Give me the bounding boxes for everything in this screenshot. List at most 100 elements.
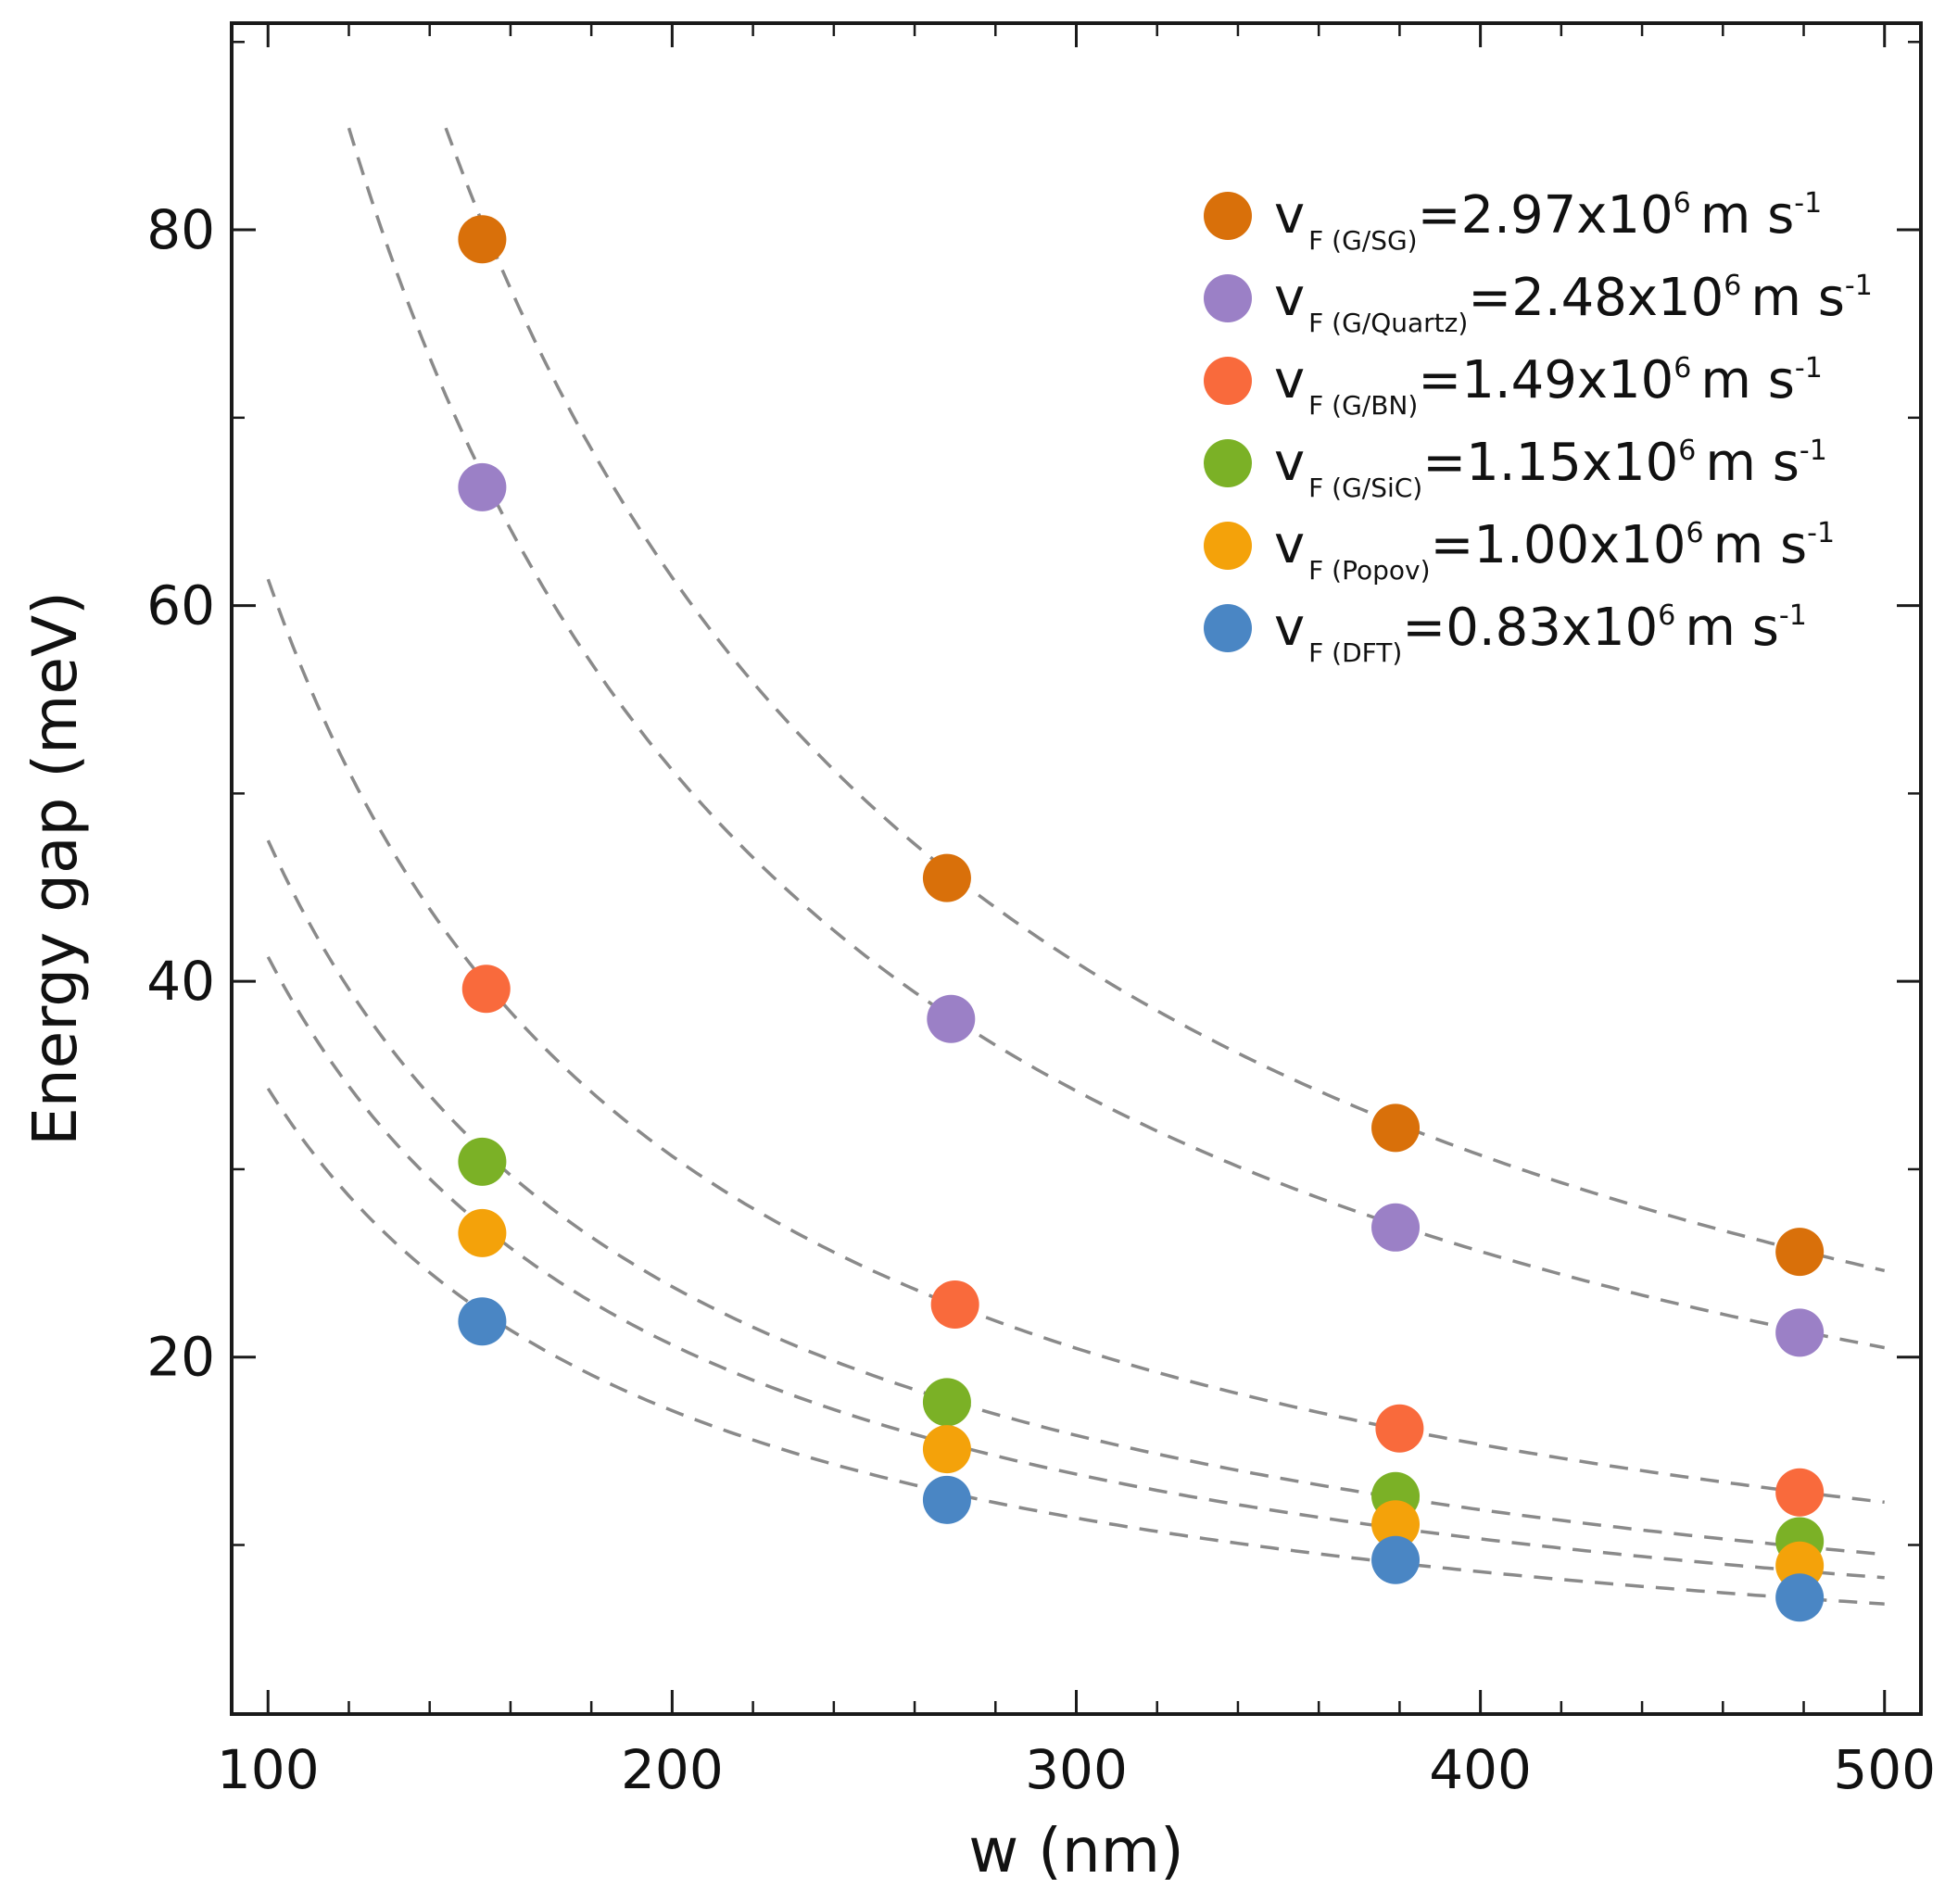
legend-marker bbox=[1204, 274, 1252, 322]
legend-unit-exponent: -1 bbox=[1779, 599, 1807, 632]
fit-curve-dft bbox=[266, 1087, 1885, 1606]
legend-symbol: v bbox=[1274, 515, 1305, 575]
data-points bbox=[458, 215, 1825, 1622]
x-tick-label: 200 bbox=[621, 1738, 724, 1801]
legend-exponent: 6 bbox=[1658, 599, 1675, 632]
data-point-g-sg bbox=[1775, 1228, 1825, 1277]
fit-curve-g-bn bbox=[266, 578, 1885, 1505]
y-tick-label: 60 bbox=[146, 574, 215, 637]
data-point-g-bn bbox=[1375, 1404, 1424, 1453]
legend-marker bbox=[1204, 192, 1252, 240]
legend-subscript: F (Popov) bbox=[1308, 555, 1430, 586]
legend-value: =1.49x10 bbox=[1418, 350, 1673, 410]
minor-ticks bbox=[232, 23, 1921, 1714]
data-point-g-quartz bbox=[927, 994, 976, 1043]
legend-subscript: F (DFT) bbox=[1308, 637, 1402, 668]
legend-unit: m s bbox=[1713, 515, 1808, 575]
legend-exponent: 6 bbox=[1724, 270, 1741, 302]
legend-symbol: v bbox=[1274, 598, 1305, 658]
x-axis-title: w (nm) bbox=[968, 1815, 1184, 1886]
legend-unit: m s bbox=[1750, 268, 1845, 328]
fit-curve-g-sic bbox=[266, 839, 1885, 1557]
legend-exponent: 6 bbox=[1678, 435, 1696, 467]
data-point-g-sg bbox=[458, 215, 507, 264]
x-tick-label: 400 bbox=[1429, 1738, 1532, 1801]
data-point-g-sic bbox=[922, 1378, 971, 1427]
y-tick-label: 20 bbox=[146, 1326, 215, 1389]
fit-curve-popov bbox=[266, 955, 1885, 1580]
data-point-g-bn bbox=[930, 1280, 979, 1329]
fit-curves bbox=[266, 127, 1886, 1606]
legend-unit-exponent: -1 bbox=[1794, 187, 1822, 220]
x-tick-label: 500 bbox=[1833, 1738, 1936, 1801]
legend-value: =1.00x10 bbox=[1431, 515, 1686, 575]
y-axis-title: Energy gap (meV) bbox=[19, 591, 91, 1146]
data-point-dft bbox=[922, 1475, 971, 1524]
legend-value: =1.15x10 bbox=[1422, 433, 1678, 493]
data-point-g-bn bbox=[1775, 1468, 1825, 1517]
data-point-popov bbox=[458, 1208, 507, 1257]
data-point-g-quartz bbox=[1775, 1308, 1825, 1357]
data-point-dft bbox=[1775, 1573, 1825, 1622]
data-point-dft bbox=[458, 1297, 507, 1346]
legend-symbol: v bbox=[1274, 350, 1305, 410]
fit-curve-g-sg bbox=[444, 127, 1886, 1273]
legend-unit-exponent: -1 bbox=[1845, 270, 1873, 302]
legend-marker bbox=[1204, 439, 1252, 487]
legend-marker bbox=[1204, 357, 1252, 405]
data-point-popov bbox=[922, 1425, 971, 1474]
legend-marker bbox=[1204, 522, 1252, 570]
fit-curve-g-quartz bbox=[347, 127, 1886, 1350]
legend-value: =0.83x10 bbox=[1402, 598, 1658, 658]
legend-unit: m s bbox=[1705, 433, 1800, 493]
data-point-popov bbox=[1371, 1500, 1421, 1549]
data-point-dft bbox=[1371, 1535, 1421, 1584]
x-tick-label: 300 bbox=[1025, 1738, 1128, 1801]
legend-unit: m s bbox=[1685, 598, 1779, 658]
legend-unit-exponent: -1 bbox=[1807, 517, 1835, 549]
legend-unit: m s bbox=[1700, 185, 1795, 246]
legend-exponent: 6 bbox=[1673, 352, 1691, 385]
legend-subscript: F (G/SiC) bbox=[1308, 473, 1422, 503]
legend-value: =2.48x10 bbox=[1468, 268, 1724, 328]
legend-symbol: v bbox=[1274, 433, 1305, 493]
legend-exponent: 6 bbox=[1673, 187, 1691, 220]
legend-unit: m s bbox=[1700, 350, 1795, 410]
data-point-g-bn bbox=[461, 965, 511, 1014]
legend-subscript: F (G/BN) bbox=[1308, 390, 1418, 421]
major-ticks bbox=[232, 23, 1921, 1714]
y-tick-label: 80 bbox=[146, 198, 215, 261]
legend-unit-exponent: -1 bbox=[1795, 352, 1823, 385]
legend-symbol: v bbox=[1274, 185, 1305, 246]
x-tick-label: 100 bbox=[217, 1738, 320, 1801]
legend-unit-exponent: -1 bbox=[1800, 435, 1827, 467]
tick-labels: 100 200 300 400 500 20 40 60 80 bbox=[146, 198, 1936, 1801]
y-tick-label: 40 bbox=[146, 950, 215, 1013]
legend-marker bbox=[1204, 604, 1252, 652]
legend-subscript: F (G/SG) bbox=[1308, 225, 1417, 256]
plot-frame bbox=[230, 21, 1923, 1716]
data-point-g-quartz bbox=[1371, 1203, 1421, 1252]
legend-value: =2.97x10 bbox=[1418, 185, 1673, 246]
data-point-g-sic bbox=[458, 1137, 507, 1186]
legend-symbol: v bbox=[1274, 268, 1305, 328]
data-point-g-quartz bbox=[458, 462, 507, 511]
legend-exponent: 6 bbox=[1686, 517, 1704, 549]
data-point-g-sg bbox=[922, 853, 971, 902]
data-point-g-sg bbox=[1371, 1103, 1421, 1153]
legend-subscript: F (G/Quartz) bbox=[1308, 308, 1468, 338]
